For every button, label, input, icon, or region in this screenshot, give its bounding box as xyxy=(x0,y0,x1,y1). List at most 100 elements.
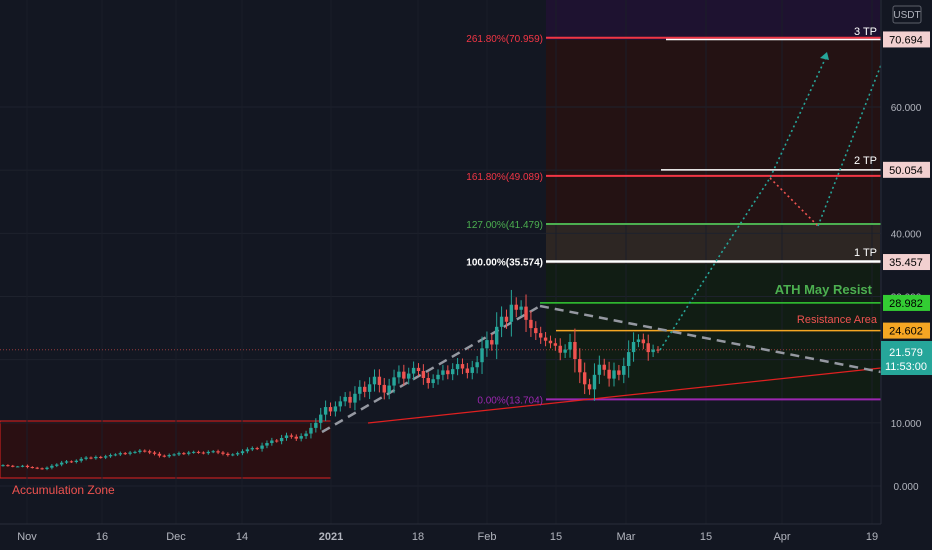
x-tick-label: 15 xyxy=(700,531,712,543)
candle-body xyxy=(406,373,411,379)
candle-body xyxy=(240,451,245,454)
candle-body xyxy=(416,367,421,372)
candle-body xyxy=(123,453,127,455)
price-label: 70.694 xyxy=(889,34,923,46)
candle-body xyxy=(543,337,548,341)
price-label: 28.982 xyxy=(889,298,923,310)
candle-body xyxy=(431,379,435,384)
price-label: 35.457 xyxy=(889,257,923,269)
candle-body xyxy=(455,364,460,370)
candle-body xyxy=(103,456,108,458)
currency-label: USDT xyxy=(893,10,920,21)
candle-body xyxy=(275,440,279,442)
x-tick-label: 2021 xyxy=(319,531,343,543)
candle-body xyxy=(55,464,59,466)
candle-body xyxy=(602,364,606,370)
candle-body xyxy=(99,456,103,458)
candle-body xyxy=(436,374,440,380)
x-tick-label: Feb xyxy=(478,531,497,543)
candle-body xyxy=(162,455,167,457)
candle-body xyxy=(143,450,147,452)
candle-body xyxy=(573,341,577,360)
candle-body xyxy=(636,339,641,342)
candle-body xyxy=(69,461,74,463)
accumulation-label: Accumulation Zone xyxy=(12,483,115,497)
candle-body xyxy=(270,440,274,444)
candle-body xyxy=(226,453,230,456)
candle-body xyxy=(592,374,597,390)
support-trendline xyxy=(367,367,882,424)
price-label-bg xyxy=(883,294,930,311)
projection-dip xyxy=(769,177,819,227)
candle-body xyxy=(260,445,264,449)
candle-body xyxy=(250,448,255,450)
candle-body xyxy=(157,453,162,456)
price-label: 50.054 xyxy=(889,165,923,177)
candle-body xyxy=(284,435,289,438)
candle-body xyxy=(534,328,538,334)
projection-path-2 xyxy=(817,64,882,227)
candle-body xyxy=(499,316,504,327)
candle-body xyxy=(133,451,137,453)
candle-body xyxy=(45,467,49,469)
candle-body xyxy=(206,451,211,454)
fib-label: 127.00%(41.479) xyxy=(466,220,543,231)
candle-body xyxy=(548,340,553,344)
x-tick-label: Dec xyxy=(166,531,186,543)
candle-body xyxy=(304,433,308,437)
tp1-label: 1 TP xyxy=(854,247,877,259)
accumulation-zone-box xyxy=(0,420,332,479)
candle-body xyxy=(538,333,543,338)
candle-body xyxy=(147,451,152,453)
candle-body xyxy=(509,304,514,322)
fib-label: 100.00%(35.574) xyxy=(466,257,543,268)
candle-body xyxy=(519,306,523,310)
candle-body xyxy=(221,452,225,454)
candle-body xyxy=(79,458,83,461)
candle-body xyxy=(167,455,171,457)
price-label: 24.602 xyxy=(889,326,923,338)
candle-body xyxy=(358,386,362,394)
candle-body xyxy=(485,340,489,349)
candle-body xyxy=(578,359,582,373)
candle-body xyxy=(40,468,44,470)
candle-body xyxy=(475,362,479,368)
currency-button[interactable] xyxy=(892,5,922,24)
candle-body xyxy=(612,370,616,379)
candle-body xyxy=(314,422,318,428)
candle-body xyxy=(446,370,450,375)
candle-body xyxy=(128,452,132,454)
candle-body xyxy=(402,371,406,379)
x-tick-label: 19 xyxy=(866,531,878,543)
candle-body xyxy=(333,406,338,412)
price-label-bg xyxy=(883,322,930,339)
fib-label: 161.80%(49.089) xyxy=(466,172,543,183)
candle-body xyxy=(15,466,20,468)
candle-body xyxy=(25,465,30,468)
fib-labels: 261.80%(70.959) 161.80%(49.089) 127.00%(41… xyxy=(466,34,543,407)
x-axis-ticks: Nov 16 Dec 14 2021 18 Feb 15 Mar 15 Apr 19 xyxy=(17,531,878,543)
candle-body xyxy=(587,384,592,390)
candle-body xyxy=(235,453,240,455)
current-price: 21.579 xyxy=(889,347,923,359)
candle-body xyxy=(50,465,54,468)
candle-body xyxy=(392,377,396,386)
candle-body xyxy=(631,341,636,353)
candle-body xyxy=(348,396,352,403)
candle-body xyxy=(182,453,186,455)
time-axis[interactable] xyxy=(0,524,932,550)
candle-body xyxy=(187,452,191,454)
candle-body xyxy=(367,384,372,392)
ath-label: ATH May Resist xyxy=(775,282,873,297)
candle-body xyxy=(172,454,176,456)
candle-body xyxy=(289,435,294,437)
candle-body xyxy=(6,465,10,467)
price-label-bg xyxy=(883,254,930,271)
candle-body xyxy=(387,385,391,393)
candle-body xyxy=(211,451,215,453)
candle-body xyxy=(35,467,39,469)
x-tick-label: 15 xyxy=(550,531,562,543)
rising-trendline xyxy=(321,304,541,434)
candle-body xyxy=(582,372,587,385)
